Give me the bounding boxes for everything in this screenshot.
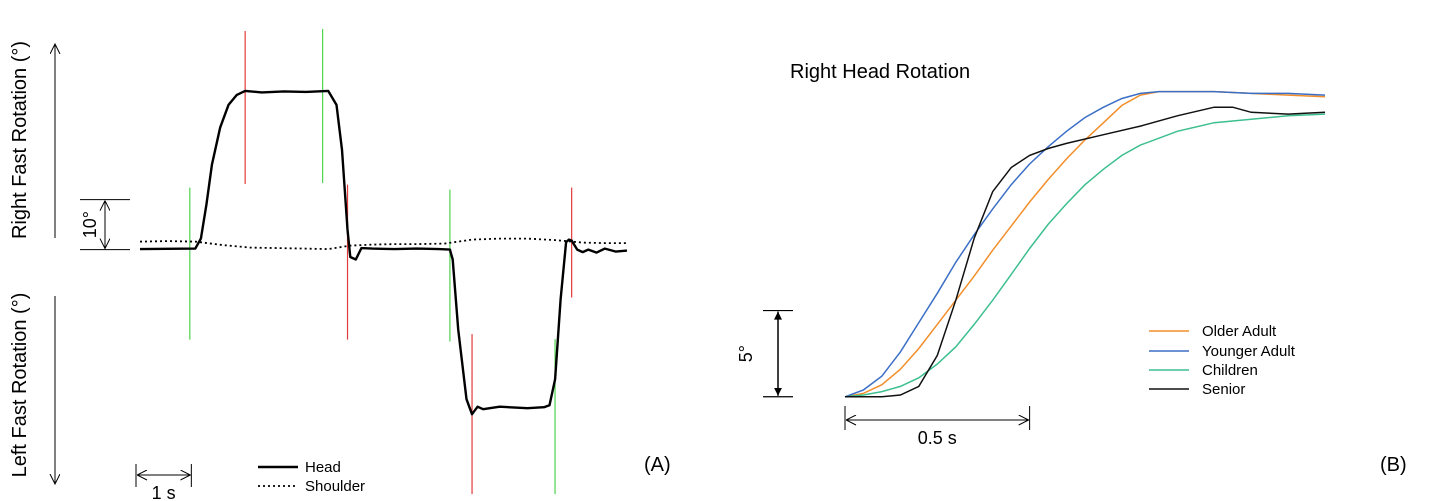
legend-a: Head Shoulder xyxy=(258,459,365,495)
event-markers xyxy=(189,28,573,495)
panel-label-b: (B) xyxy=(1380,454,1407,476)
series-senior-line xyxy=(845,106,1326,398)
y-scale-bar: 10° xyxy=(80,199,130,251)
panel-b: Right Head Rotation 5° 0.5 s Older Adult… xyxy=(736,61,1407,476)
x-scale-label-b: 0.5 s xyxy=(918,428,957,448)
series-head-line xyxy=(139,89,628,416)
series-younger-adult-line xyxy=(844,90,1326,398)
y-scale-label: 10° xyxy=(80,211,100,238)
ylabel-top: Right Fast Rotation (°) xyxy=(9,41,31,239)
y-scale-bar-b: 5° xyxy=(736,309,793,398)
legend-label-shoulder: Shoulder xyxy=(305,478,365,495)
legend-label-younger-adult: Younger Adult xyxy=(1202,343,1296,360)
x-scale-label: 1 s xyxy=(152,483,176,501)
x-scale-bar-b: 0.5 s xyxy=(844,406,1031,448)
series-children-line xyxy=(844,113,1326,398)
legend-label-head: Head xyxy=(305,459,341,476)
legend-b: Older Adult Younger Adult Children Senio… xyxy=(1149,323,1296,398)
panel-label-a: (A) xyxy=(644,454,671,476)
legend-label-senior: Senior xyxy=(1202,381,1245,398)
legend-label-children: Children xyxy=(1202,362,1258,379)
ylabel-bottom: Left Fast Rotation (°) xyxy=(9,293,31,478)
x-scale-bar: 1 s xyxy=(135,464,192,501)
series-shoulder-line xyxy=(139,237,627,251)
y-scale-label-b: 5° xyxy=(736,345,756,362)
series-lines-b xyxy=(844,90,1326,398)
panel-a: Right Fast Rotation (°) Left Fast Rotati… xyxy=(9,28,671,501)
chart-title-b: Right Head Rotation xyxy=(790,61,970,83)
legend-label-older-adult: Older Adult xyxy=(1202,323,1277,340)
